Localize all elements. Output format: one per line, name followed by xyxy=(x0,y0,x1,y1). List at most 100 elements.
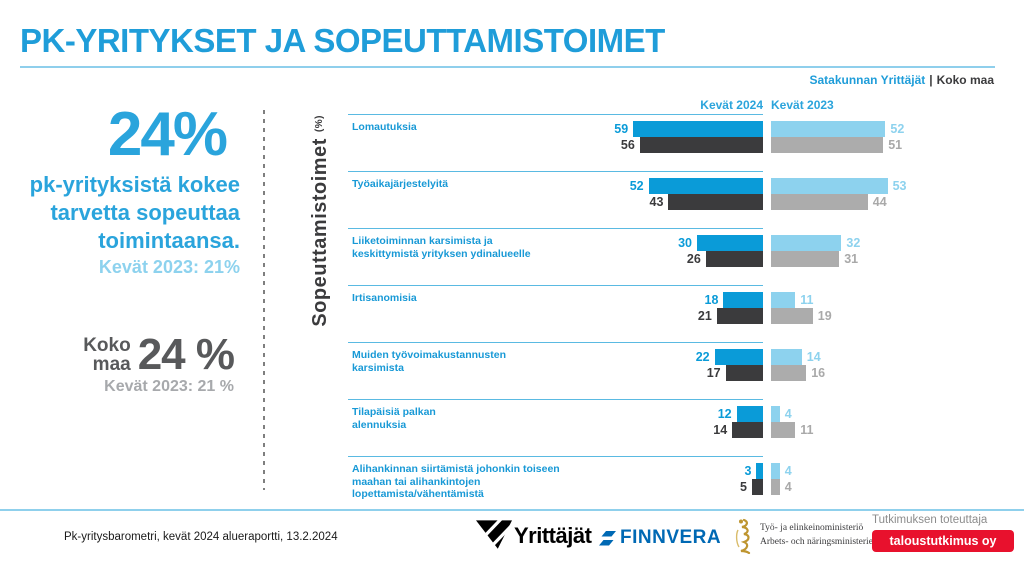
bar xyxy=(771,349,802,365)
bar-row: 52 xyxy=(348,178,763,194)
bar-value: 14 xyxy=(806,350,821,364)
bar-value: 52 xyxy=(890,122,905,136)
page-title: PK-YRITYKSET JA SOPEUTTAMISTOIMET xyxy=(20,22,665,59)
bar-row: 32 xyxy=(771,235,920,251)
category-label: Työaikajärjestelyitä xyxy=(352,178,449,190)
column-header-kevat-2023: Kevät 2023 xyxy=(771,98,834,112)
bar-value: 44 xyxy=(872,195,887,209)
bar-value: 4 xyxy=(784,464,792,478)
bar-row: 44 xyxy=(771,194,920,210)
bar-value: 22 xyxy=(695,350,710,364)
key-figure-statement: pk-yrityksistä kokee tarvetta sopeuttaa … xyxy=(29,172,240,254)
bar-value: 52 xyxy=(629,179,644,193)
bar-row: 53 xyxy=(771,178,920,194)
bar-value: 12 xyxy=(717,407,732,421)
bars-kevat-2024: 18 21 xyxy=(348,292,763,324)
y-axis-label-text: Sopeuttamistoimet xyxy=(308,131,331,327)
bar-row: 30 xyxy=(348,235,763,251)
bar xyxy=(752,479,763,495)
bar-row: 4 xyxy=(771,479,920,495)
chart-row: Liiketoiminnan karsimista ja keskittymis… xyxy=(348,228,920,285)
bar-row: 18 xyxy=(348,292,763,308)
key-figure-previous: Kevät 2023: 21% xyxy=(98,257,240,278)
ministry-logo: Työ- ja elinkeinoministeriö Arbets- och … xyxy=(733,518,876,554)
bar xyxy=(705,251,763,267)
bar-value: 4 xyxy=(784,480,792,494)
bar xyxy=(633,121,763,137)
bar-value: 51 xyxy=(888,138,903,152)
source-note: Pk-yritysbarometri, kevät 2024 aluerapor… xyxy=(64,531,338,543)
row-separator-line xyxy=(348,228,763,229)
bar xyxy=(697,235,763,251)
title-underline xyxy=(20,66,995,68)
bar xyxy=(648,178,763,194)
bar-value: 32 xyxy=(846,236,861,250)
bars-kevat-2024: 59 56 xyxy=(348,121,763,153)
bar-value: 19 xyxy=(817,309,832,323)
bar-value: 31 xyxy=(844,252,859,266)
category-label: Alihankinnan siirtämistä johonkin toisee… xyxy=(352,463,560,501)
bar-value: 18 xyxy=(704,293,719,307)
bar-chart: Lomautuksia 59 56 52 51 Työaikajärjestelyitä 5… xyxy=(348,114,920,513)
bar-row: 26 xyxy=(348,251,763,267)
bar-value: 5 xyxy=(740,480,747,494)
footer-divider xyxy=(0,509,1024,511)
bars-kevat-2023: 14 16 xyxy=(771,349,920,381)
bar-row: 21 xyxy=(348,308,763,324)
bar-row: 11 xyxy=(771,292,920,308)
bar-value: 30 xyxy=(678,236,692,250)
bar-value: 11 xyxy=(800,293,814,307)
bars-kevat-2024: 30 26 xyxy=(348,235,763,267)
chart-row: Alihankinnan siirtämistä johonkin toisee… xyxy=(348,456,920,513)
bar-value: 3 xyxy=(744,464,752,478)
ministry-line-sv: Arbets- och näringsministeriet xyxy=(760,537,876,547)
bar-value: 43 xyxy=(649,195,664,209)
bar-value: 56 xyxy=(620,138,635,152)
bar-row: 22 xyxy=(348,349,763,365)
bar xyxy=(716,308,763,324)
finnvera-wordmark: FINNVERA xyxy=(620,527,722,548)
bar xyxy=(771,422,796,438)
bars-kevat-2023: 32 31 xyxy=(771,235,920,267)
bar-value: 14 xyxy=(713,423,728,437)
category-label: Tilapäisiä palkan alennuksia xyxy=(352,406,436,431)
koko-maa-figure: Koko maa 24 % xyxy=(28,333,240,377)
bars-kevat-2023: 52 51 xyxy=(771,121,920,153)
bar-value: 53 xyxy=(892,179,907,193)
dashed-divider xyxy=(263,110,265,490)
bar-value: 4 xyxy=(784,407,792,421)
bars-kevat-2024: 12 14 xyxy=(348,406,763,438)
bars-kevat-2023: 53 44 xyxy=(771,178,920,210)
koko-maa-value: 24 % xyxy=(137,330,235,380)
bar-row: 4 xyxy=(771,406,920,422)
category-label: Lomautuksia xyxy=(352,121,417,133)
bar-row: 4 xyxy=(771,463,920,479)
yrittajat-icon xyxy=(476,520,512,551)
koko-maa-previous: Kevät 2023: 21 % xyxy=(104,378,234,396)
bars-kevat-2023: 11 19 xyxy=(771,292,920,324)
chart-row: Irtisanomisia 18 21 11 19 xyxy=(348,285,920,342)
bar-row: 59 xyxy=(348,121,763,137)
research-provider: Tutkimuksen toteuttaja taloustutkimus oy xyxy=(872,514,1014,552)
category-label: Irtisanomisia xyxy=(352,292,417,304)
category-label: Liiketoiminnan karsimista ja keskittymis… xyxy=(352,235,531,260)
bar-row: 5 xyxy=(348,479,763,495)
bar-value: 59 xyxy=(614,122,629,136)
bar xyxy=(771,194,868,210)
bar-row: 19 xyxy=(771,308,920,324)
bar-row: 56 xyxy=(348,137,763,153)
bar xyxy=(771,292,796,308)
bar xyxy=(723,292,763,308)
row-separator-line xyxy=(348,399,763,400)
bar xyxy=(771,178,888,194)
scope-label: Koko maa xyxy=(936,73,994,87)
bar xyxy=(771,137,884,153)
ministry-line-fi: Työ- ja elinkeinoministeriö xyxy=(760,523,864,534)
bar-value: 21 xyxy=(697,309,712,323)
chart-row: Tilapäisiä palkan alennuksia 12 14 4 11 xyxy=(348,399,920,456)
bar-row: 17 xyxy=(348,365,763,381)
separator: | xyxy=(929,73,933,87)
row-separator-line xyxy=(348,171,763,172)
